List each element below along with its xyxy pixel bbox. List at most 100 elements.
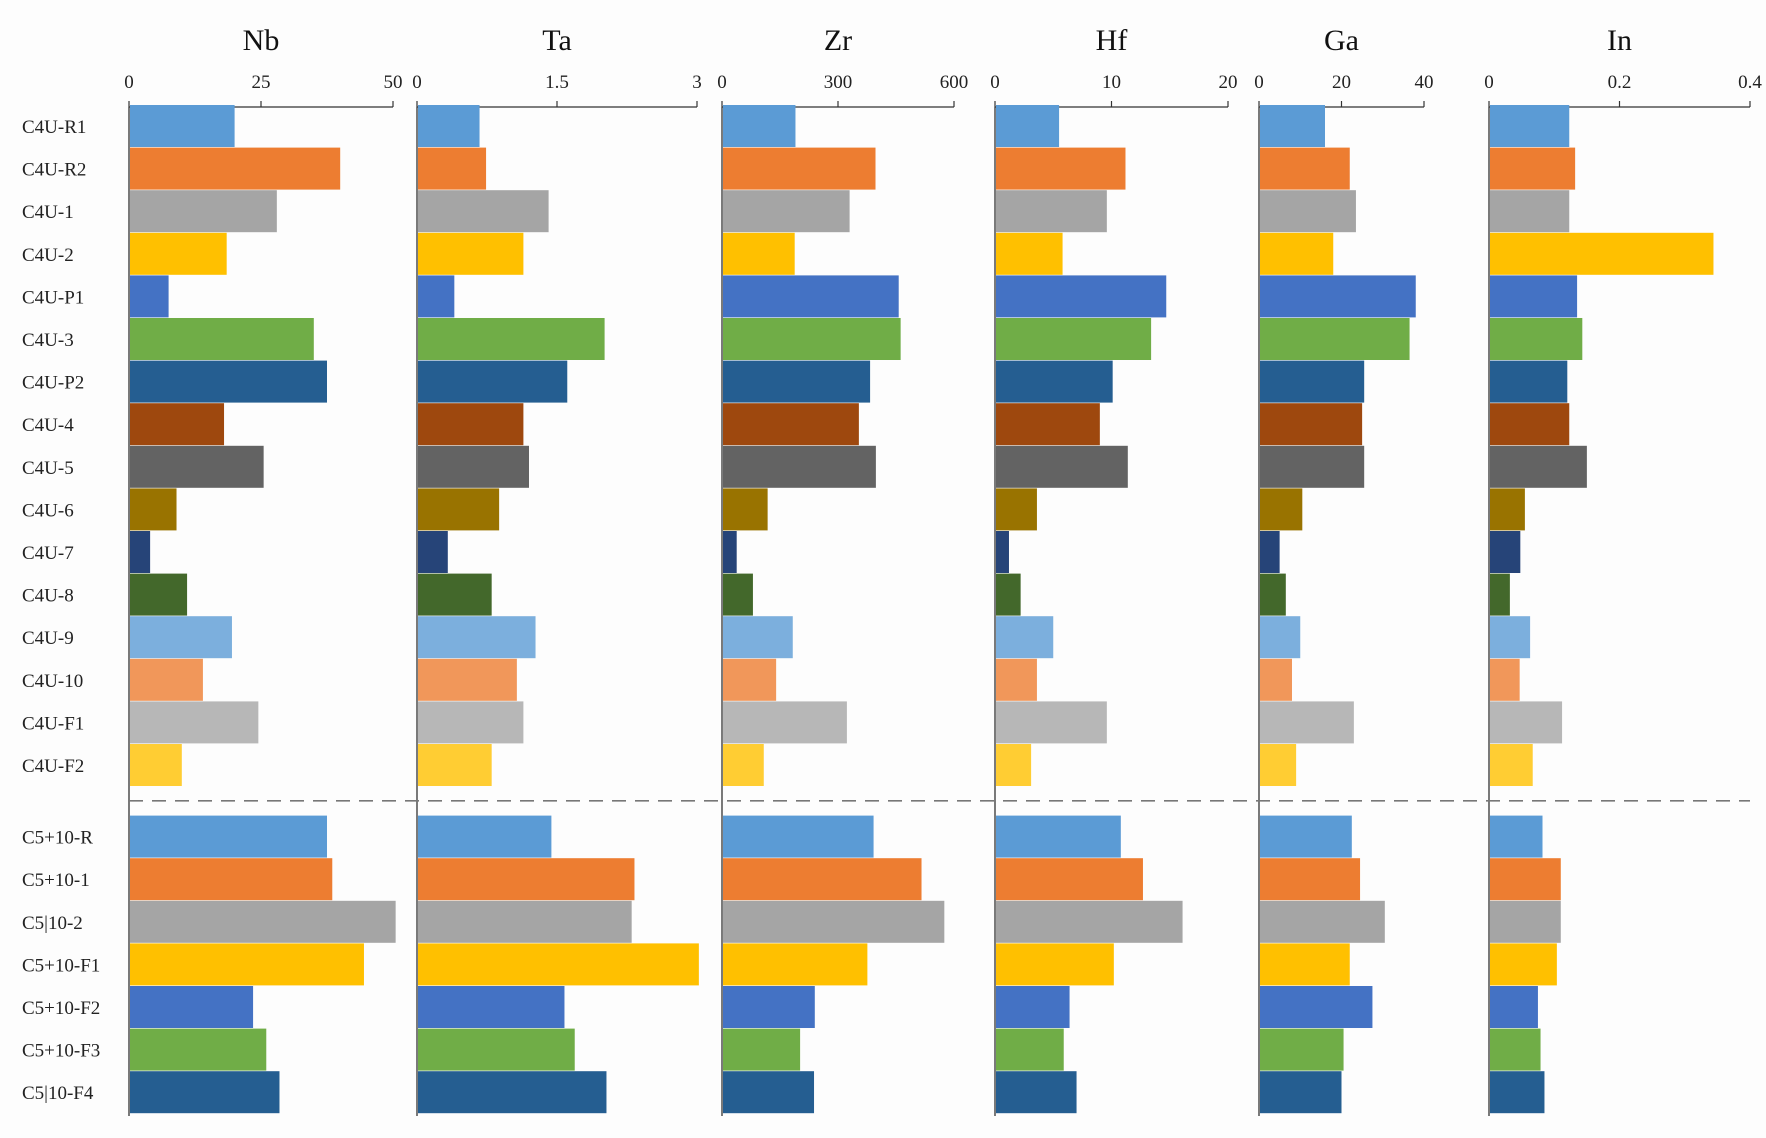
bar-ta-C4U-3 — [418, 318, 605, 360]
bar-ga-C4U-P2 — [1260, 360, 1365, 403]
tick-label-in-0: 0 — [1484, 72, 1494, 93]
tick-label-ta-0: 0 — [412, 72, 422, 93]
bar-hf-C4U-10 — [996, 658, 1037, 701]
bar-nb-C4U-F1 — [130, 701, 259, 744]
bar-hf-C4U-8 — [996, 573, 1021, 616]
bar-in-C4U-F1 — [1490, 701, 1563, 744]
panel-title-ga: Ga — [1324, 24, 1359, 57]
bar-nb-C4U-6 — [130, 488, 177, 531]
bar-ta-C5+10-F1 — [418, 943, 699, 986]
tick-label-hf-0: 0 — [990, 72, 1000, 93]
bar-ga-C4U-R1 — [1260, 105, 1325, 147]
bar-in-C4U-9 — [1490, 616, 1531, 659]
bar-zr-C5+10-R — [723, 815, 874, 858]
row-label-17: C5+10-1 — [22, 870, 90, 891]
bar-nb-C4U-P1 — [130, 275, 169, 318]
bar-zr-C4U-5 — [723, 445, 876, 488]
bar-hf-C4U-4 — [996, 403, 1100, 446]
bar-in-C4U-7 — [1490, 531, 1521, 573]
bar-ta-C4U-10 — [418, 658, 517, 701]
bar-zr-C5|10-F4 — [723, 1071, 815, 1114]
bar-zr-C5|10-2 — [723, 900, 945, 943]
bar-ga-C4U-10 — [1260, 658, 1292, 701]
bar-nb-C5|10-F4 — [130, 1071, 280, 1114]
bar-in-C4U-1 — [1490, 190, 1570, 233]
bar-nb-C4U-F2 — [130, 744, 182, 786]
bar-in-C4U-R2 — [1490, 147, 1576, 190]
bar-ga-C4U-F2 — [1260, 744, 1297, 786]
bar-zr-C4U-8 — [723, 573, 753, 616]
row-label-3: C4U-2 — [22, 245, 74, 266]
tick-label-nb-2: 50 — [384, 72, 403, 93]
bar-hf-C5+10-F2 — [996, 986, 1070, 1028]
bar-in-C5+10-1 — [1490, 858, 1561, 901]
bar-in-C4U-3 — [1490, 318, 1583, 360]
bar-in-C4U-P2 — [1490, 360, 1568, 403]
tick-label-nb-1: 25 — [252, 72, 271, 93]
tick-label-ga-0: 0 — [1254, 72, 1264, 93]
tick-label-ga-2: 40 — [1415, 72, 1434, 93]
panel-title-hf: Hf — [1096, 24, 1128, 57]
bar-hf-C4U-R2 — [996, 147, 1126, 190]
tick-label-zr-0: 0 — [717, 72, 727, 93]
bar-hf-C4U-3 — [996, 318, 1152, 360]
tick-label-in-1: 0.2 — [1608, 72, 1632, 93]
bar-hf-C5+10-F3 — [996, 1028, 1064, 1071]
bar-in-C4U-2 — [1490, 232, 1714, 275]
bar-ga-C5+10-F2 — [1260, 986, 1373, 1028]
bar-ta-C4U-8 — [418, 573, 492, 616]
row-label-19: C5+10-F1 — [22, 955, 100, 976]
bar-zr-C4U-F2 — [723, 744, 764, 786]
bar-in-C5+10-F2 — [1490, 986, 1538, 1028]
bar-nb-C5+10-F3 — [130, 1028, 267, 1071]
bar-in-C4U-6 — [1490, 488, 1525, 531]
bar-ga-C4U-F1 — [1260, 701, 1354, 744]
bar-zr-C4U-7 — [723, 531, 737, 573]
bar-nb-C4U-5 — [130, 445, 264, 488]
bar-ta-C5+10-F3 — [418, 1028, 575, 1071]
row-label-1: C4U-R2 — [22, 160, 86, 181]
row-label-6: C4U-P2 — [22, 373, 84, 394]
bar-zr-C5+10-F1 — [723, 943, 868, 986]
bar-ga-C4U-2 — [1260, 232, 1334, 275]
bar-ga-C4U-6 — [1260, 488, 1303, 531]
bar-in-C5|10-2 — [1490, 900, 1561, 943]
row-label-5: C4U-3 — [22, 330, 74, 351]
bar-zr-C4U-P2 — [723, 360, 871, 403]
bar-hf-C5+10-1 — [996, 858, 1143, 901]
bar-hf-C4U-F2 — [996, 744, 1032, 786]
bar-zr-C4U-2 — [723, 232, 795, 275]
bar-nb-C4U-P2 — [130, 360, 327, 403]
bar-nb-C4U-3 — [130, 318, 314, 360]
bar-in-C5+10-F1 — [1490, 943, 1557, 986]
bar-in-C4U-R1 — [1490, 105, 1570, 147]
row-label-16: C5+10-R — [22, 828, 93, 849]
bar-ta-C5+10-F2 — [418, 986, 565, 1028]
bar-hf-C4U-F1 — [996, 701, 1107, 744]
tick-label-hf-2: 20 — [1219, 72, 1238, 93]
bar-ga-C4U-3 — [1260, 318, 1410, 360]
bar-ta-C4U-F1 — [418, 701, 524, 744]
bar-ga-C4U-5 — [1260, 445, 1365, 488]
bar-zr-C4U-3 — [723, 318, 901, 360]
bar-zr-C4U-9 — [723, 616, 793, 659]
bar-in-C4U-8 — [1490, 573, 1510, 616]
bar-ga-C4U-4 — [1260, 403, 1363, 446]
bar-nb-C4U-R1 — [130, 105, 235, 147]
bar-nb-C5+10-F1 — [130, 943, 364, 986]
row-label-8: C4U-5 — [22, 458, 74, 479]
bar-zr-C5+10-F3 — [723, 1028, 801, 1071]
row-label-20: C5+10-F2 — [22, 998, 100, 1019]
bar-ta-C4U-P1 — [418, 275, 455, 318]
bar-nb-C5+10-F2 — [130, 986, 254, 1028]
bar-ta-C4U-4 — [418, 403, 524, 446]
bar-zr-C4U-R1 — [723, 105, 796, 147]
bar-nb-C5+10-1 — [130, 858, 333, 901]
tick-label-ga-1: 20 — [1332, 72, 1351, 93]
bar-ga-C5|10-F4 — [1260, 1071, 1342, 1114]
bar-ga-C4U-8 — [1260, 573, 1286, 616]
row-label-2: C4U-1 — [22, 202, 74, 223]
panel-title-nb: Nb — [243, 24, 280, 57]
bar-zr-C4U-6 — [723, 488, 768, 531]
